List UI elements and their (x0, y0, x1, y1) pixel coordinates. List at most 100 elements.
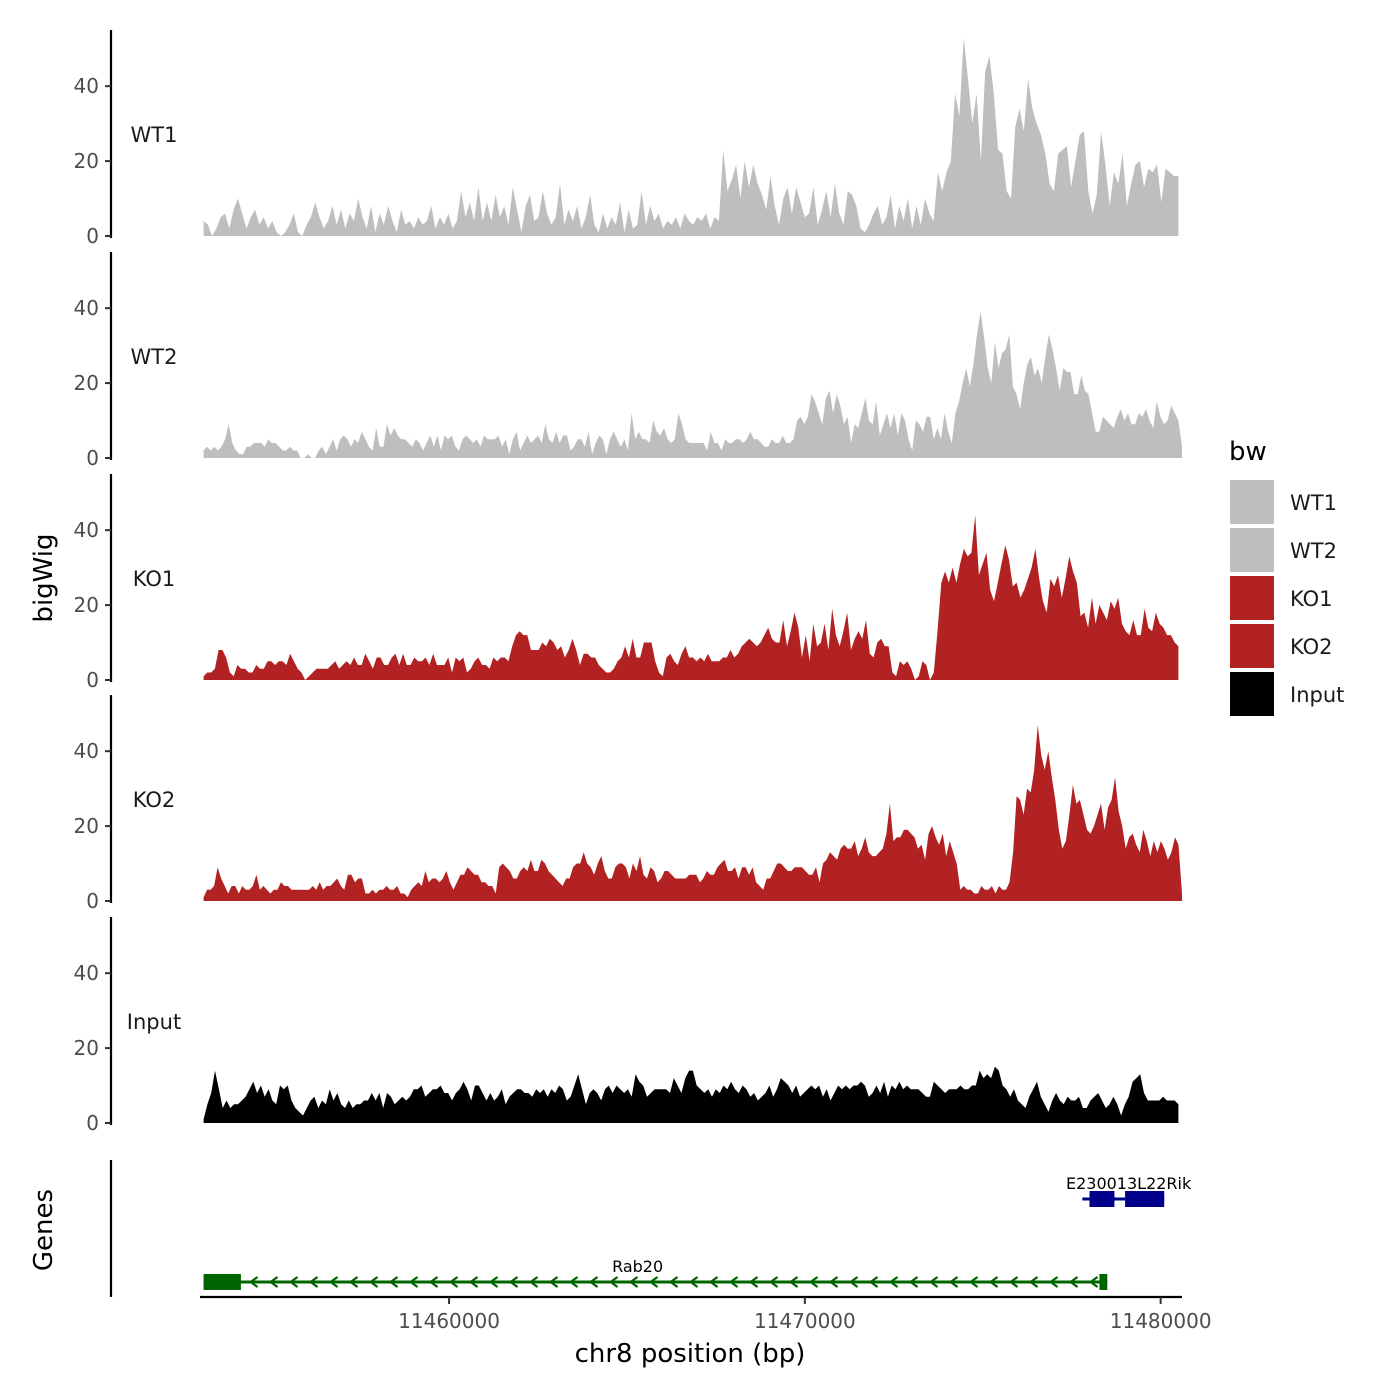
gene-rab20-strand-arrow (928, 1276, 939, 1288)
legend-entry-input-swatch (1230, 672, 1274, 716)
gene-rab20-strand-arrow (1048, 1276, 1059, 1288)
track-wt1-y-tick-label: 0 (86, 224, 99, 248)
gene-rab20-strand-arrow (808, 1276, 819, 1288)
track-input-y-tick-label: 0 (86, 1111, 99, 1135)
gene-rab20-strand-arrow (1028, 1276, 1039, 1288)
gene-rab20-strand-arrow (388, 1276, 399, 1288)
track-wt2-y-tick-label: 0 (86, 446, 99, 470)
track-wt2: 0 20 40 WT2 (74, 252, 1183, 470)
gene-e230013l22rik-exon (1089, 1191, 1115, 1207)
gene-rab20-label: Rab20 (612, 1257, 663, 1276)
track-wt2-area (203, 311, 1183, 458)
gene-rab20-strand-arrow (788, 1276, 799, 1288)
track-wt1-y-tick-label: 20 (74, 149, 99, 173)
legend-entry-ko1-swatch (1230, 576, 1274, 620)
legend-entry-ko1-label: KO1 (1290, 587, 1333, 611)
gene-rab20-strand-arrow (348, 1276, 359, 1288)
track-wt1-area (203, 37, 1179, 236)
x-axis: 11460000 11470000 11480000 (200, 1295, 1212, 1333)
track-wt2-y-tick-label: 20 (74, 371, 99, 395)
legend-entry-ko2-label: KO2 (1290, 635, 1333, 659)
gene-rab20-strand-arrow (948, 1276, 959, 1288)
track-ko2: 0 20 40 KO2 (74, 695, 1183, 913)
track-ko2-y-tick-label: 0 (86, 889, 99, 913)
gene-track: Rab20 E230013L22Rik (109, 1160, 1192, 1297)
legend-entry-wt2-swatch (1230, 528, 1274, 572)
track-ko1-y-tick-label: 40 (74, 518, 99, 542)
gene-rab20-strand-arrow (768, 1276, 779, 1288)
gene-rab20-strand-arrow (448, 1276, 459, 1288)
gene-rab20-strand-arrow (248, 1276, 259, 1288)
track-ko1-y-tick-label: 0 (86, 668, 99, 692)
track-input-area (203, 1066, 1179, 1123)
legend-entry-input-label: Input (1290, 683, 1344, 707)
legend-entry-wt2-label: WT2 (1290, 539, 1337, 563)
gene-rab20-strand-arrow (968, 1276, 979, 1288)
gene-rab20-strand-arrow (328, 1276, 339, 1288)
track-wt2-y-tick-label: 40 (74, 296, 99, 320)
gene-rab20-strand-arrow (468, 1276, 479, 1288)
track-ko1-label: KO1 (133, 567, 176, 591)
track-input: 0 20 40 Input (74, 917, 1179, 1135)
gene-rab20-strand-arrow (668, 1276, 679, 1288)
track-ko1-area (203, 515, 1179, 680)
gene-rab20-strand-arrow (548, 1276, 559, 1288)
gene-rab20-strand-arrow (828, 1276, 839, 1288)
track-input-y-tick-label: 40 (74, 961, 99, 985)
legend-entry-wt1-label: WT1 (1290, 491, 1337, 515)
track-wt1: 0 20 40 WT1 (74, 30, 1179, 248)
coverage-tracks: 0 20 40 WT1 0 20 40 WT2 0 20 40 KO1 0 20 40 KO2 0 20 40 Inp… (74, 30, 1183, 1135)
gene-rab20-strand-arrow (908, 1276, 919, 1288)
x-tick-label: 11480000 (1110, 1309, 1212, 1333)
gene-rab20-strand-arrow (268, 1276, 279, 1288)
gene-e230013l22rik-label: E230013L22Rik (1066, 1174, 1192, 1193)
gene-rab20-strand-arrow (868, 1276, 879, 1288)
gene-rab20-strand-arrow (988, 1276, 999, 1288)
x-axis-title: chr8 position (bp) (575, 1339, 806, 1369)
gene-rab20-exon (1099, 1274, 1108, 1290)
gene-rab20-strand-arrow (1068, 1276, 1079, 1288)
gene-rab20-strand-arrow (288, 1276, 299, 1288)
legend: bw WT1 WT2 KO1 KO2 Input (1229, 437, 1344, 716)
track-ko1-y-tick-label: 20 (74, 593, 99, 617)
track-ko2-y-tick-label: 40 (74, 739, 99, 763)
gene-rab20-strand-arrow (608, 1276, 619, 1288)
gene-rab20-strand-arrow (1088, 1276, 1099, 1288)
gene-rab20-strand-arrow (748, 1276, 759, 1288)
gene-rab20-strand-arrow (1008, 1276, 1019, 1288)
legend-entry-wt1-swatch (1230, 480, 1274, 524)
legend-entry-ko2-swatch (1230, 624, 1274, 668)
track-input-y-tick-label: 20 (74, 1036, 99, 1060)
gene-rab20-strand-arrow (568, 1276, 579, 1288)
gene-e230013l22rik-exon (1125, 1191, 1165, 1207)
gene-rab20-strand-arrow (648, 1276, 659, 1288)
x-tick-label: 11470000 (754, 1309, 856, 1333)
track-wt2-label: WT2 (131, 345, 178, 369)
track-wt1-y-tick-label: 40 (74, 74, 99, 98)
gene-rab20-strand-arrow (708, 1276, 719, 1288)
gene-rab20-strand-arrow (728, 1276, 739, 1288)
track-ko1: 0 20 40 KO1 (74, 474, 1179, 692)
gene-rab20-strand-arrow (308, 1276, 319, 1288)
gene-rab20-strand-arrow (488, 1276, 499, 1288)
gene-rab20-strand-arrow (408, 1276, 419, 1288)
gene-rab20-strand-arrow (428, 1276, 439, 1288)
gene-rab20-strand-arrow (528, 1276, 539, 1288)
gene-rab20-strand-arrow (508, 1276, 519, 1288)
gene-rab20-strand-arrow (888, 1276, 899, 1288)
track-ko2-area (203, 725, 1183, 901)
gene-rab20-strand-arrow (628, 1276, 639, 1288)
gene-rab20-strand-arrow (688, 1276, 699, 1288)
y-axis-title: bigWig (29, 533, 59, 622)
gene-rab20-strand-arrow (368, 1276, 379, 1288)
track-input-label: Input (127, 1010, 181, 1034)
track-ko2-y-tick-label: 20 (74, 814, 99, 838)
gene-rab20: Rab20 (203, 1257, 1108, 1290)
track-wt1-label: WT1 (131, 123, 178, 147)
legend-title: bw (1229, 437, 1267, 467)
gene-rab20-strand-arrow (848, 1276, 859, 1288)
gene-rab20-exon (203, 1274, 241, 1290)
x-tick-label: 11460000 (398, 1309, 500, 1333)
gene-e230013l22rik: E230013L22Rik (1066, 1174, 1192, 1207)
